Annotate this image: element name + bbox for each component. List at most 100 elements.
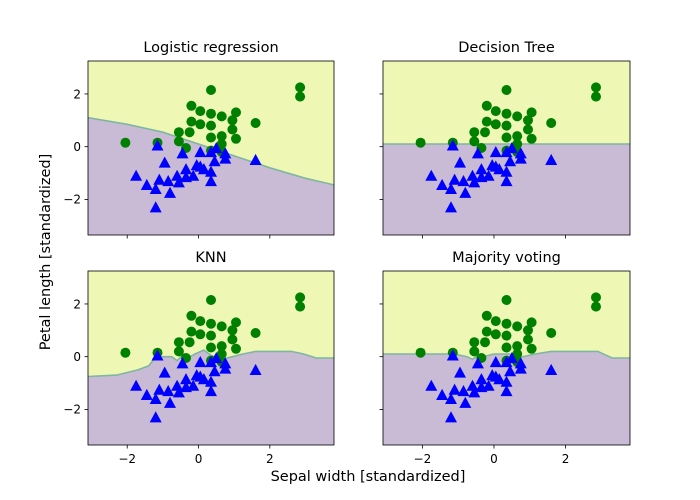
class1-point: [216, 111, 227, 122]
class1-point: [186, 116, 197, 127]
class0-point: [545, 153, 558, 165]
class1-point: [501, 318, 512, 329]
y-axis-label: Petal length [standardized]: [38, 154, 54, 351]
y-tick-label: 0: [73, 140, 81, 154]
class0-point: [475, 373, 488, 385]
class1-point: [512, 111, 523, 122]
plot-area: [383, 271, 630, 445]
class0-point: [436, 178, 449, 190]
class0-point: [504, 155, 517, 167]
class0-point: [130, 169, 143, 181]
class1-point: [526, 343, 537, 354]
class1-point: [227, 115, 238, 126]
class1-point: [469, 346, 480, 357]
class0-point: [514, 362, 527, 374]
class1-point: [490, 329, 501, 340]
class0-point: [446, 139, 459, 151]
class0-point: [180, 373, 192, 385]
class0-point: [425, 169, 438, 181]
class0-point: [249, 153, 262, 165]
class1-point: [216, 321, 227, 332]
class0-point: [489, 356, 502, 368]
class1-point: [480, 337, 490, 348]
class0-point: [489, 146, 502, 158]
class1-point: [512, 139, 523, 149]
class1-point: [184, 337, 195, 348]
class1-point: [512, 341, 523, 352]
class0-point: [151, 349, 164, 361]
class0-point: [197, 373, 210, 385]
x-axis-label: Sepal width [standardized]: [271, 469, 466, 485]
class0-point: [205, 175, 217, 187]
class1-point: [206, 132, 216, 143]
class0-point: [468, 386, 481, 398]
class1-point: [250, 328, 261, 338]
class0-point: [445, 392, 457, 404]
class1-point: [120, 137, 131, 148]
class1-point: [231, 343, 241, 354]
class0-point: [205, 385, 217, 397]
class0-point: [500, 356, 513, 368]
class0-point: [471, 147, 484, 159]
class1-point: [415, 137, 426, 148]
class0-point: [153, 173, 166, 185]
class1-point: [481, 100, 492, 111]
class1-point: [523, 334, 533, 345]
class1-point: [120, 347, 131, 358]
region-class0: [383, 351, 630, 445]
class0-point: [466, 379, 479, 391]
panel-title: Logistic regression: [143, 40, 278, 56]
x-tick-label: −2: [118, 452, 136, 466]
class1-point: [501, 132, 512, 143]
class0-point: [249, 363, 262, 375]
class0-point: [425, 379, 438, 391]
class1-point: [591, 301, 601, 312]
class1-point: [231, 133, 241, 144]
class1-point: [206, 342, 216, 353]
class1-point: [523, 325, 533, 336]
class0-point: [505, 142, 518, 154]
class0-point: [459, 396, 472, 408]
x-tick-label: −2: [414, 452, 432, 466]
class0-point: [445, 182, 457, 194]
class0-point: [457, 175, 470, 187]
class0-point: [545, 363, 558, 375]
class1-point: [173, 136, 184, 147]
class0-point: [176, 357, 189, 369]
class0-point: [471, 357, 484, 369]
class1-point: [501, 85, 512, 95]
class1-point: [526, 317, 537, 328]
class1-point: [490, 106, 501, 117]
class1-point: [250, 118, 261, 128]
class0-point: [208, 155, 221, 167]
class0-point: [194, 146, 207, 158]
class0-point: [466, 169, 479, 181]
class0-point: [149, 392, 162, 404]
x-tick-label: 2: [562, 452, 570, 466]
class0-point: [475, 163, 488, 175]
class0-point: [205, 356, 217, 368]
class0-point: [493, 163, 506, 175]
class0-point: [187, 169, 200, 181]
panel-title: Decision Tree: [458, 40, 555, 56]
class1-point: [195, 329, 206, 340]
class0-point: [194, 356, 207, 368]
panel-title: Majority voting: [452, 250, 561, 266]
class0-point: [205, 375, 217, 387]
class1-point: [501, 120, 512, 131]
axes-frame: [87, 270, 335, 446]
class0-point: [500, 375, 513, 387]
class1-point: [173, 346, 184, 357]
plot-area: [88, 61, 334, 235]
class1-point: [490, 316, 501, 327]
class1-point: [216, 139, 227, 149]
class1-point: [591, 82, 601, 93]
class1-point: [481, 116, 492, 127]
class1-point: [227, 334, 238, 345]
class1-point: [591, 292, 601, 303]
class0-point: [219, 152, 232, 164]
class1-point: [469, 337, 480, 348]
class0-point: [172, 386, 185, 398]
class1-point: [512, 349, 523, 359]
class0-point: [454, 366, 466, 378]
